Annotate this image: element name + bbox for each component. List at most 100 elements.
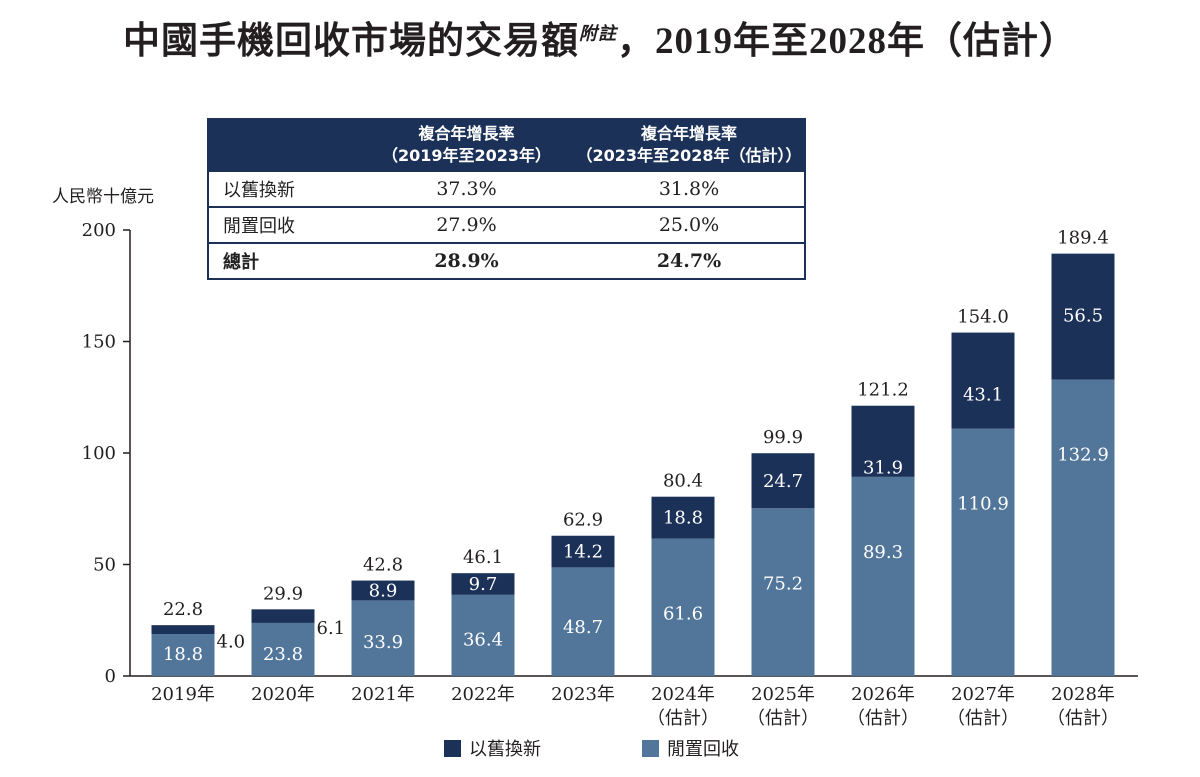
cagr-value: 31.8% xyxy=(658,178,720,200)
bar-segment-trade-in xyxy=(351,580,415,601)
data-label-trade-in: 31.9 xyxy=(863,458,903,479)
bar-segment-idle-recycle xyxy=(951,428,1015,676)
bar-segment-idle-recycle xyxy=(551,567,615,676)
legend-swatch-trade-in xyxy=(444,739,461,757)
x-tick-label: （估計） xyxy=(647,708,719,729)
bar-segment-trade-in xyxy=(151,625,215,635)
x-tick-label: 2019年 xyxy=(151,684,215,705)
legend-item-idle-recycle: 閒置回收 xyxy=(642,735,739,761)
bar-segment-trade-in xyxy=(551,535,615,568)
data-label-total: 22.8 xyxy=(163,599,203,620)
chart-title: 中國手機回收市場的交易額附註，2019年至2028年（估計） xyxy=(0,10,1200,64)
data-label-idle-recycle: 36.4 xyxy=(463,629,503,650)
x-tick-label: 2026年 xyxy=(851,684,915,705)
cagr-value: 27.9% xyxy=(436,214,497,236)
cagr-header-col2: 複合年增長率 （2023年至2028年（估計）） xyxy=(574,120,804,170)
data-label-trade-in: 18.8 xyxy=(663,508,703,529)
bar-segment-trade-in xyxy=(651,496,715,539)
cagr-header-col1: 複合年增長率 （2019年至2023年） xyxy=(359,120,574,170)
x-tick-label: 2027年 xyxy=(951,684,1015,705)
bar-segment-idle-recycle xyxy=(1051,379,1115,676)
x-tick-label: 2028年 xyxy=(1051,684,1115,705)
bar-segment-idle-recycle xyxy=(751,508,815,676)
data-label-trade-in: 14.2 xyxy=(563,542,603,563)
x-tick-label: 2020年 xyxy=(251,684,315,705)
data-label-total: 99.9 xyxy=(763,427,803,448)
y-axis-unit-label: 人民幣十億元 xyxy=(52,187,154,207)
x-tick-label: 2025年 xyxy=(751,684,815,705)
title-main: 中國手機回收市場的交易額 xyxy=(123,19,579,62)
bar-segment-idle-recycle xyxy=(851,476,915,676)
data-label-trade-in: 6.1 xyxy=(317,618,346,639)
cagr-table-header: 複合年增長率 （2019年至2023年） 複合年增長率 （2023年至2028年… xyxy=(209,120,804,170)
bar-segment-trade-in xyxy=(951,332,1015,429)
x-tick-label: 2021年 xyxy=(351,684,415,705)
cagr-value: 28.9% xyxy=(434,250,499,272)
data-label-total: 42.8 xyxy=(363,555,403,576)
x-tick-label: 2024年 xyxy=(651,684,715,705)
data-label-trade-in: 8.9 xyxy=(369,580,398,601)
bar-segment-idle-recycle xyxy=(251,622,315,676)
cagr-row-idle-recycle: 閒置回收 27.9% 25.0% xyxy=(209,206,804,242)
data-label-total: 154.0 xyxy=(957,307,1009,328)
bar-segment-idle-recycle xyxy=(451,594,515,676)
cagr-header-col1-title: 複合年增長率 xyxy=(418,124,515,143)
data-label-trade-in: 9.7 xyxy=(469,574,498,595)
bar-segment-trade-in xyxy=(251,609,315,623)
data-label-idle-recycle: 18.8 xyxy=(163,644,203,665)
cagr-header-col1-period: （2019年至2023年） xyxy=(381,146,552,165)
legend-label: 以舊換新 xyxy=(469,739,541,760)
cagr-header-blank xyxy=(209,120,359,170)
data-label-idle-recycle: 132.9 xyxy=(1057,445,1109,466)
data-label-total: 121.2 xyxy=(857,380,909,401)
data-label-total: 80.4 xyxy=(663,471,703,492)
y-tick-label: 0 xyxy=(105,666,116,687)
data-label-idle-recycle: 23.8 xyxy=(263,644,303,665)
cagr-value: 24.7% xyxy=(656,250,722,272)
y-tick-label: 50 xyxy=(93,555,116,576)
legend-swatch-idle-recycle xyxy=(642,739,659,757)
data-label-idle-recycle: 33.9 xyxy=(363,632,403,653)
bar-segment-idle-recycle xyxy=(351,600,415,676)
bar-segment-idle-recycle xyxy=(151,634,215,676)
data-label-total: 46.1 xyxy=(463,547,503,568)
title-footnote: 附註 xyxy=(579,23,617,45)
data-label-idle-recycle: 61.6 xyxy=(663,604,703,625)
bar-segment-idle-recycle xyxy=(651,538,715,676)
legend-label: 閒置回收 xyxy=(667,739,739,760)
data-label-idle-recycle: 89.3 xyxy=(863,542,903,563)
cagr-header-col2-period: （2023年至2028年（估計）） xyxy=(576,146,802,165)
x-tick-label: （估計） xyxy=(1047,708,1119,729)
bar-segment-trade-in xyxy=(451,573,515,595)
data-label-total: 62.9 xyxy=(563,510,603,531)
cagr-value: 37.3% xyxy=(436,178,497,200)
data-label-idle-recycle: 110.9 xyxy=(957,494,1009,515)
cagr-value: 25.0% xyxy=(658,214,720,236)
cagr-row-label: 總計 xyxy=(223,252,259,273)
title-year-range: 2019年至2028年 xyxy=(655,21,925,62)
x-tick-label: （估計） xyxy=(847,708,919,729)
x-tick-label: （估計） xyxy=(747,708,819,729)
data-label-total: 29.9 xyxy=(263,583,303,604)
title-separator: ， xyxy=(617,19,655,62)
data-label-trade-in: 43.1 xyxy=(963,385,1003,406)
data-label-total: 189.4 xyxy=(1057,228,1109,249)
cagr-row-trade-in: 以舊換新 37.3% 31.8% xyxy=(209,170,804,206)
cagr-row-total: 總計 28.9% 24.7% xyxy=(209,242,804,278)
cagr-header-col2-title: 複合年增長率 xyxy=(640,124,737,143)
data-label-trade-in: 4.0 xyxy=(217,632,246,653)
x-tick-label: 2022年 xyxy=(451,684,515,705)
y-tick-label: 100 xyxy=(82,443,116,464)
y-tick-label: 150 xyxy=(82,332,116,353)
data-label-idle-recycle: 48.7 xyxy=(563,617,603,638)
data-label-idle-recycle: 75.2 xyxy=(763,573,803,594)
bar-segment-trade-in xyxy=(851,405,915,477)
title-estimate: （估計） xyxy=(925,19,1077,62)
x-tick-label: 2023年 xyxy=(551,684,615,705)
cagr-row-label: 閒置回收 xyxy=(223,216,295,237)
y-tick-label: 200 xyxy=(82,220,116,241)
data-label-trade-in: 56.5 xyxy=(1063,306,1103,327)
cagr-row-label: 以舊換新 xyxy=(223,180,295,201)
data-label-trade-in: 24.7 xyxy=(763,471,803,492)
